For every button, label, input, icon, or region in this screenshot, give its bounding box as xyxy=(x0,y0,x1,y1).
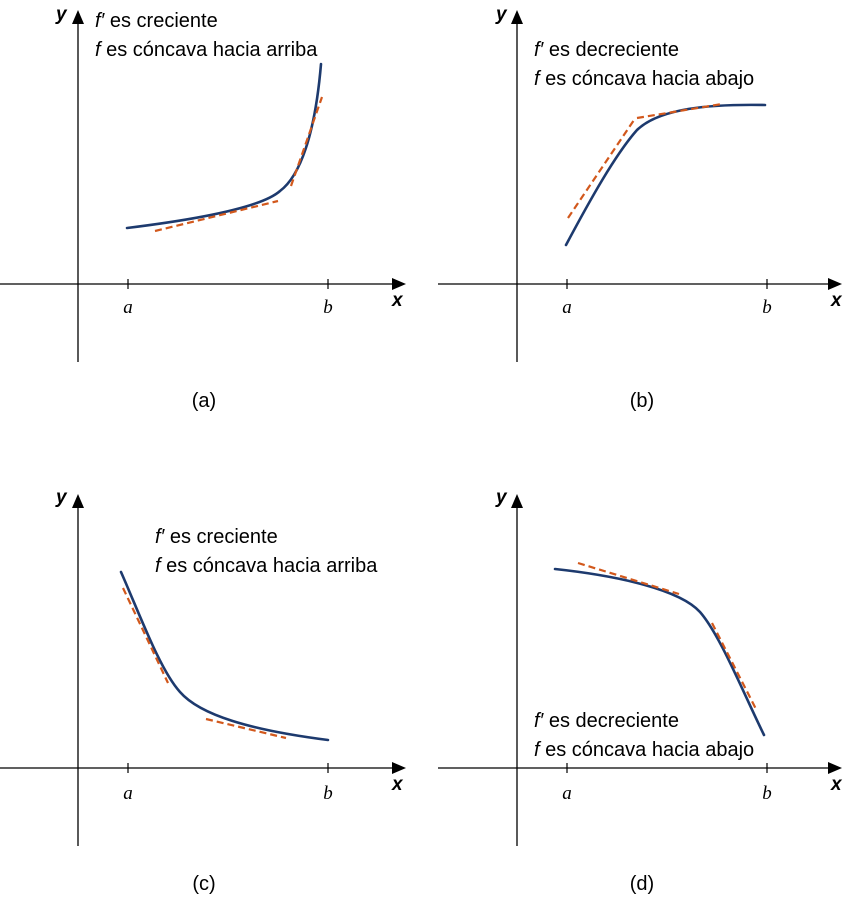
statement-line-1: f′ es decreciente xyxy=(534,39,679,61)
statement-line-2: f es cóncava hacia arriba xyxy=(95,39,318,61)
tangent-line-2 xyxy=(711,622,758,712)
x-axis-label: x xyxy=(830,290,843,311)
panel-caption: (b) xyxy=(630,390,654,412)
x-axis-label: x xyxy=(391,774,404,795)
statement-line-2: f es cóncava hacia arriba xyxy=(155,555,378,577)
y-axis-label: y xyxy=(495,487,508,508)
function-curve xyxy=(119,570,330,742)
x-axis-label: x xyxy=(391,290,404,311)
panel-caption: (c) xyxy=(192,873,215,895)
tangent-line-2 xyxy=(636,102,723,120)
tangent-line-2 xyxy=(205,717,287,740)
tangent-line-1 xyxy=(154,199,279,233)
panel-caption: (d) xyxy=(630,873,654,895)
tangent-line-1 xyxy=(567,119,635,219)
function-curve xyxy=(553,567,766,737)
y-axis-label: y xyxy=(55,487,68,508)
x-axis-arrow-icon xyxy=(828,278,842,290)
y-axis-label: y xyxy=(55,4,68,25)
tick-label-b: b xyxy=(762,783,772,804)
y-axis-arrow-icon xyxy=(72,10,84,24)
y-axis-arrow-icon xyxy=(511,494,523,508)
tick-label-a: a xyxy=(562,783,572,804)
y-axis-label: y xyxy=(495,4,508,25)
statement-line-1: f′ es creciente xyxy=(155,526,278,548)
tick-label-b: b xyxy=(323,297,333,318)
statement-line-2: f es cóncava hacia abajo xyxy=(534,739,754,761)
y-axis-arrow-icon xyxy=(511,10,523,24)
statement-line-1: f′ es decreciente xyxy=(534,710,679,732)
tangent-line-2 xyxy=(289,96,324,187)
tick-label-a: a xyxy=(123,783,133,804)
statement-line-1: f′ es creciente xyxy=(95,10,218,32)
panel-d: x y a b f′ es decreciente f es cóncava h… xyxy=(438,487,843,895)
y-axis-arrow-icon xyxy=(72,494,84,508)
tick-label-b: b xyxy=(762,297,772,318)
statement-line-2: f es cóncava hacia abajo xyxy=(534,68,754,90)
function-curve xyxy=(125,62,323,230)
panel-caption: (a) xyxy=(192,390,216,412)
tick-label-b: b xyxy=(323,783,333,804)
tangent-line-1 xyxy=(122,587,169,684)
x-axis-label: x xyxy=(830,774,843,795)
function-curve xyxy=(564,103,767,247)
x-axis-arrow-icon xyxy=(392,762,406,774)
x-axis-arrow-icon xyxy=(828,762,842,774)
tangent-line-1 xyxy=(577,561,680,596)
panel-c: x y a b f′ es creciente f es cóncava hac… xyxy=(0,487,406,895)
x-axis-arrow-icon xyxy=(392,278,406,290)
panel-b: x y a b f′ es decreciente f es cóncava h… xyxy=(438,4,843,412)
tick-label-a: a xyxy=(562,297,572,318)
tick-label-a: a xyxy=(123,297,133,318)
panel-a: x y a b f′ es creciente f es cóncava hac… xyxy=(0,4,406,412)
